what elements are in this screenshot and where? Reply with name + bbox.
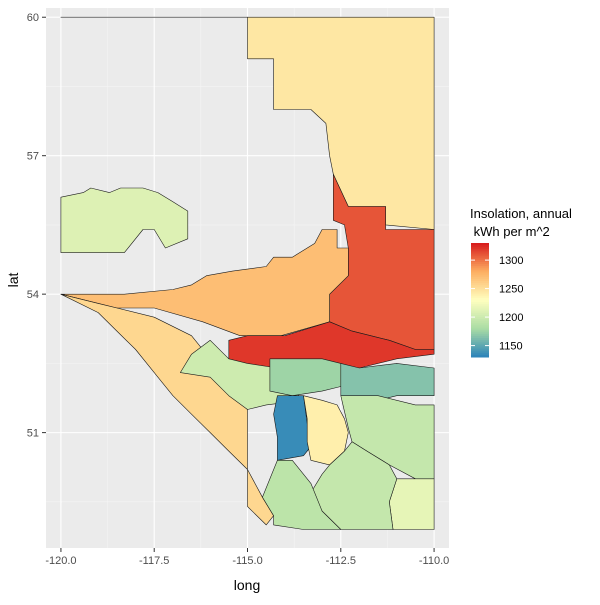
legend-bar-segment [471,332,489,335]
legend-break-label: 1150 [499,341,523,353]
legend-bar-segment [471,298,489,301]
legend-bar-segment [471,252,489,255]
legend-bar-segment [471,288,489,291]
legend-color-bar [471,243,489,358]
legend-ticks: 1150 1200 1250 1300 [471,255,523,353]
legend-bar-segment [471,347,489,350]
y-tick-label: 57 [27,151,39,163]
axis-ticks: -120.0 -117.5 -115.0 -112.5 -110.0 51 54 57 60 [27,12,450,567]
legend-bar-segment [471,244,489,248]
region-west-foothills-tan [60,293,274,526]
legend-bar-segment [471,271,489,274]
legend-bar-segment [471,265,489,269]
legend-bar-segment [471,338,489,341]
legend-break-label: 1200 [499,312,523,324]
legend-bar-segment [471,243,489,246]
region-north-west-green [60,187,189,253]
legend-bar-segment [471,320,489,324]
legend-break-label: 1300 [499,255,523,267]
legend: Insolation, annual kWh per m^2 115012001… [470,206,572,358]
legend-bar-segment [471,256,489,259]
legend-bar-segment [471,343,489,347]
legend-bar-segment [471,269,489,272]
legend-bar-segment [471,324,489,328]
legend-bar-segment [471,341,489,345]
legend-bar-segment [471,250,489,253]
legend-bar-segment [471,273,489,276]
legend-bar-segment [471,290,489,293]
legend-bar-segment [471,305,489,309]
legend-bar-segment [471,294,489,297]
legend-bar-segment [471,263,489,267]
x-tick-label: -120.0 [45,555,76,567]
y-tick-label: 60 [27,12,39,24]
regions [60,16,435,530]
legend-bar-segment [471,336,489,339]
legend-bar-segment [471,339,489,343]
legend-bar-segment [471,326,489,329]
region-north [60,16,435,230]
legend-bar-segment [471,260,489,263]
legend-bar-segment [471,307,489,310]
legend-bar-segment [471,279,489,282]
legend-bar-segment [471,353,489,356]
legend-bar-segment [471,277,489,280]
region-central-peach [60,229,349,336]
legend-break-label: 1250 [499,284,523,296]
legend-bar-segment [471,284,489,288]
legend-bar-segment [471,319,489,322]
region-southwest-blue [273,395,312,461]
region-southeast-lightgreen [389,478,435,530]
legend-bar-segment [471,317,489,320]
legend-bar-segment [471,282,489,286]
region-south-west-green [262,460,342,530]
legend-bar-segment [471,349,489,352]
legend-bar-segment [471,315,489,318]
x-tick-label: -117.5 [139,555,169,567]
legend-bar-segment [471,311,489,314]
x-tick-label: -115.0 [232,555,262,567]
legend-title-line-1: Insolation, annual [470,206,572,221]
legend-bar-segment [471,345,489,348]
legend-bar-segment [471,286,489,290]
legend-bar-segment [471,246,489,250]
legend-bar-segment [471,262,489,265]
legend-bar-segment [471,292,489,295]
x-axis-title: long [234,577,260,593]
legend-bar-segment [471,258,489,261]
legend-bar-segment [471,303,489,307]
legend-title-line-2: kWh per m^2 [470,224,550,239]
legend-bar-segment [471,334,489,337]
legend-bar-segment [471,330,489,333]
legend-bar-segment [471,296,489,299]
legend-bar-segment [471,281,489,284]
legend-bar-segment [471,300,489,303]
y-tick-label: 54 [27,289,39,301]
legend-bar-segment [471,301,489,305]
x-tick-label: -112.5 [326,555,356,567]
legend-bar-segment [471,322,489,326]
legend-bar-segment [471,328,489,331]
legend-bar-segment [471,313,489,316]
legend-bar-segment [471,254,489,257]
legend-bar-segment [471,275,489,278]
legend-bar-segment [471,351,489,354]
legend-bar-segment [471,355,489,358]
legend-bar-segment [471,248,489,252]
y-axis-title: lat [5,273,21,288]
legend-bar-segment [471,309,489,312]
x-tick-label: -110.0 [419,555,449,567]
y-tick-label: 51 [27,428,39,440]
legend-bar-segment [471,267,489,271]
